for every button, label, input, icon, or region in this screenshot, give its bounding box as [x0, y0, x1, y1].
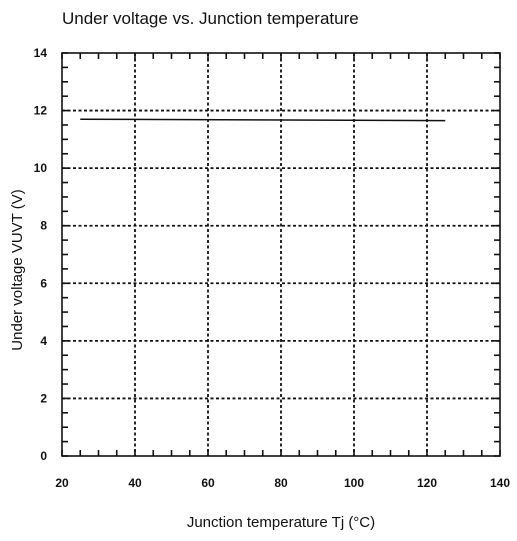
grid — [62, 53, 500, 456]
y-tick-label: 10 — [34, 161, 48, 175]
tick-labels: 20 40 60 80 100 120 140 0 2 4 6 8 10 12 14 — [34, 46, 511, 490]
y-tick-label: 2 — [40, 391, 47, 405]
y-axis-label: Under voltage VUVT (V) — [9, 189, 26, 350]
x-tick-label: 100 — [344, 476, 364, 490]
series-line — [80, 118, 446, 122]
x-axis-label: Junction temperature Tj (°C) — [187, 514, 375, 531]
x-tick-label: 120 — [417, 476, 437, 490]
x-tick-label: 140 — [490, 476, 510, 490]
y-tick-label: 4 — [40, 334, 47, 348]
x-tick-label: 60 — [201, 476, 215, 490]
y-tick-label: 6 — [40, 276, 47, 290]
y-tick-label: 8 — [40, 219, 47, 233]
chart-title: Under voltage vs. Junction temperature — [62, 9, 359, 28]
x-tick-label: 40 — [128, 476, 142, 490]
x-tick-label: 20 — [55, 476, 69, 490]
y-tick-label: 0 — [40, 449, 47, 463]
y-tick-label: 12 — [34, 104, 48, 118]
y-tick-label: 14 — [34, 46, 48, 60]
series — [80, 118, 446, 122]
x-tick-label: 80 — [274, 476, 288, 490]
ticks — [61, 52, 501, 457]
